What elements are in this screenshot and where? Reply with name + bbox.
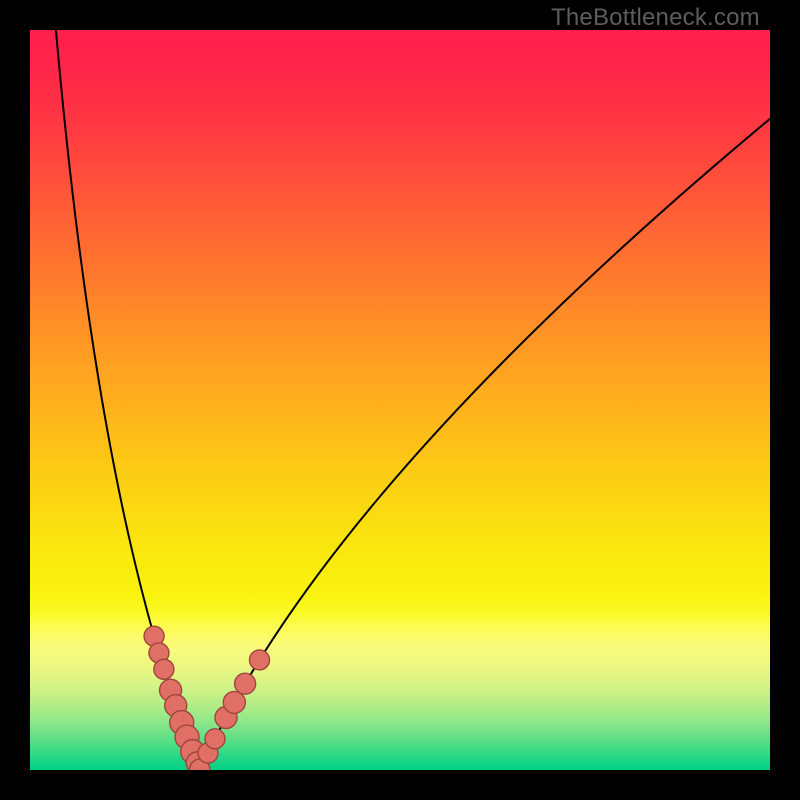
watermark-text: TheBottleneck.com (551, 4, 760, 32)
data-point (205, 729, 225, 749)
data-point (154, 659, 174, 679)
bottleneck-curve (30, 30, 770, 770)
plot-area (30, 30, 770, 770)
chart-frame (0, 0, 800, 800)
data-point (249, 650, 269, 670)
data-point (235, 673, 256, 694)
data-point (223, 691, 245, 713)
